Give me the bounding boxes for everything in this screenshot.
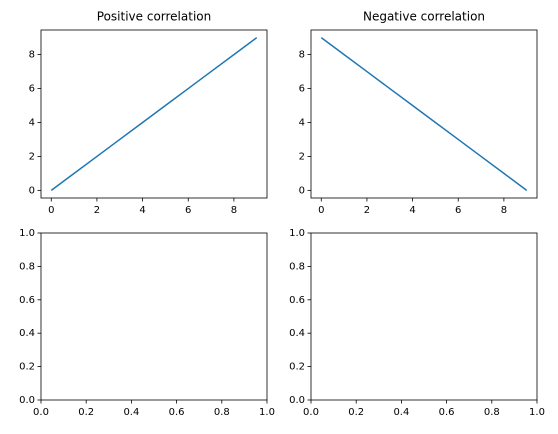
x-tick-label: 6 — [185, 205, 191, 216]
x-tick-label: 8 — [501, 205, 507, 216]
y-tick-label: 0.6 — [19, 295, 35, 306]
x-tick-label: 0.0 — [33, 407, 49, 418]
x-tick-label: 0.6 — [169, 407, 185, 418]
y-tick-label: 2 — [29, 151, 35, 162]
x-tick-label: 1.0 — [529, 407, 545, 418]
y-tick-label: 6 — [299, 84, 305, 95]
x-tick-label: 4 — [409, 205, 415, 216]
y-tick-label: 0 — [299, 185, 305, 196]
x-tick-label: 2 — [94, 205, 100, 216]
x-tick-label: 4 — [139, 205, 145, 216]
chart-title: Negative correlation — [363, 10, 485, 24]
y-tick-label: 0.0 — [19, 395, 35, 406]
y-tick-label: 2 — [299, 151, 305, 162]
y-tick-label: 4 — [29, 117, 35, 128]
x-tick-label: 8 — [231, 205, 237, 216]
y-tick-label: 1.0 — [289, 228, 305, 239]
y-tick-label: 8 — [29, 50, 35, 61]
x-tick-label: 1.0 — [259, 407, 275, 418]
x-tick-label: 0.8 — [484, 407, 500, 418]
y-tick-label: 0.4 — [19, 328, 35, 339]
x-tick-label: 2 — [364, 205, 370, 216]
y-tick-label: 1.0 — [19, 228, 35, 239]
y-tick-label: 8 — [299, 50, 305, 61]
x-tick-label: 6 — [455, 205, 461, 216]
axes-frame — [310, 232, 538, 401]
x-tick-label: 0.2 — [78, 407, 94, 418]
x-tick-label: 0.8 — [214, 407, 230, 418]
axes-frame — [40, 232, 268, 401]
y-tick-label: 0.0 — [289, 395, 305, 406]
y-tick-label: 0.2 — [19, 362, 35, 373]
data-line — [320, 37, 528, 191]
chart-title: Positive correlation — [97, 10, 211, 24]
y-tick-label: 4 — [299, 117, 305, 128]
y-tick-label: 0.8 — [289, 261, 305, 272]
y-tick-label: 0.2 — [289, 362, 305, 373]
x-tick-label: 0.4 — [393, 407, 409, 418]
y-tick-label: 6 — [29, 84, 35, 95]
x-tick-label: 0.0 — [303, 407, 319, 418]
y-tick-label: 0.4 — [289, 328, 305, 339]
x-tick-label: 0.6 — [439, 407, 455, 418]
y-tick-label: 0 — [29, 185, 35, 196]
y-tick-label: 0.6 — [289, 295, 305, 306]
x-tick-label: 0 — [318, 205, 324, 216]
x-tick-label: 0 — [48, 205, 54, 216]
y-tick-label: 0.8 — [19, 261, 35, 272]
data-line — [50, 37, 258, 191]
axes-frame — [310, 29, 538, 199]
x-tick-label: 0.4 — [123, 407, 139, 418]
x-tick-label: 0.2 — [348, 407, 364, 418]
axes-frame — [40, 29, 268, 199]
